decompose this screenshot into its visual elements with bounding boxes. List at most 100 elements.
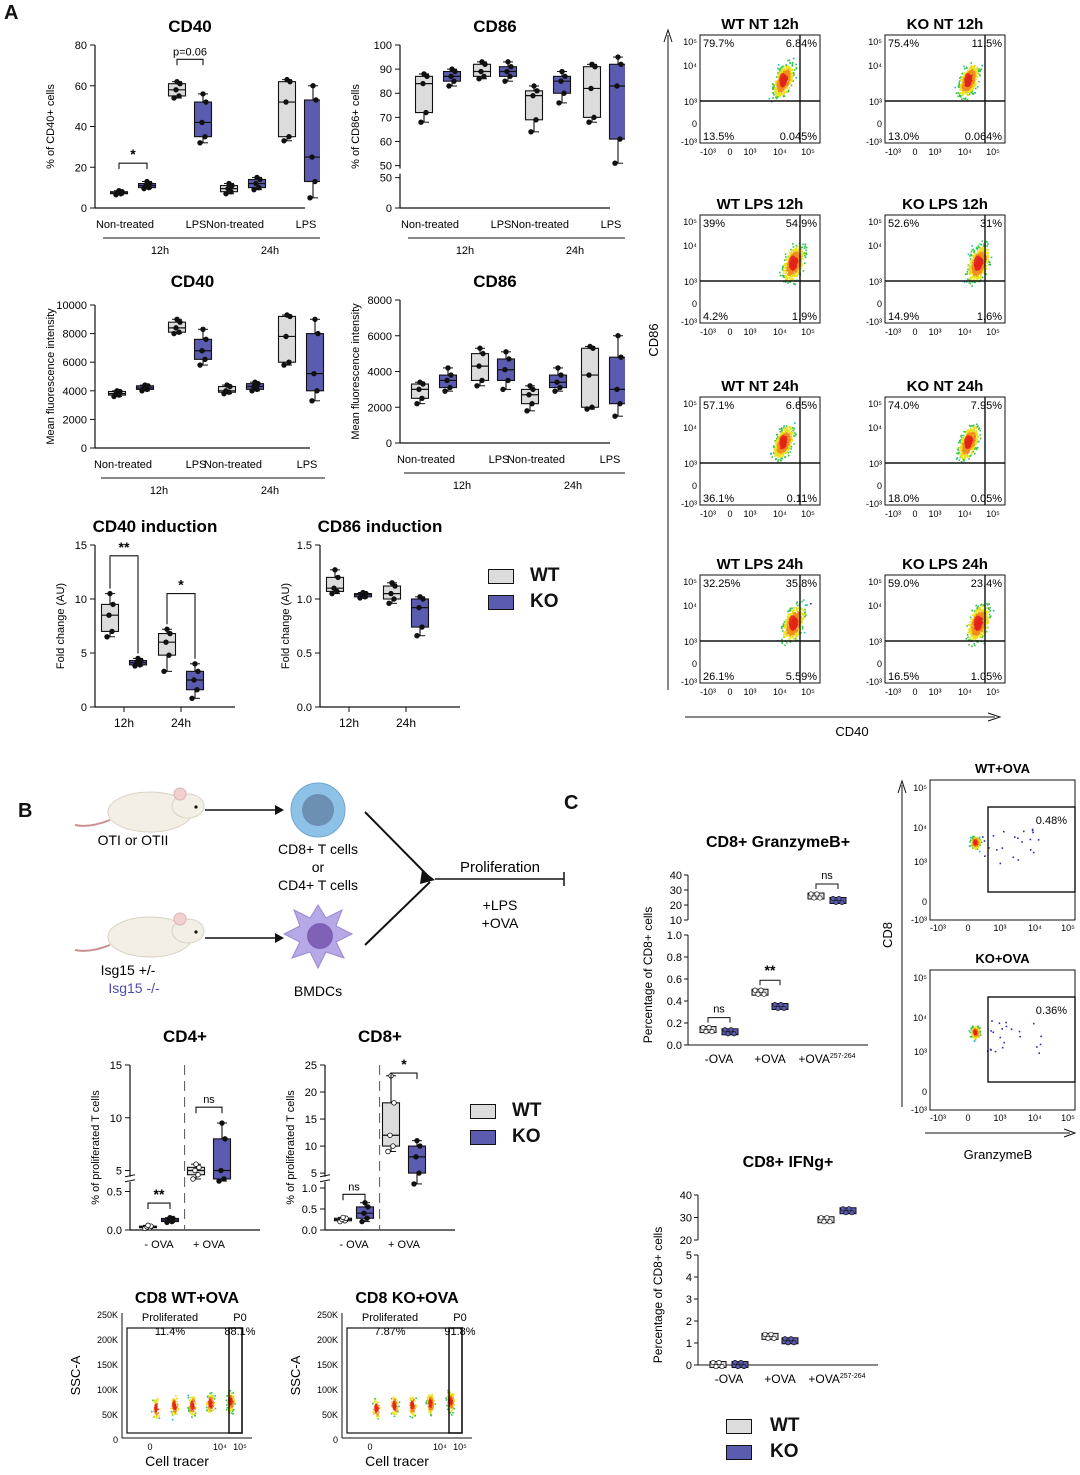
wt-box: [277, 315, 297, 363]
y-axis-arrowhead: [897, 779, 907, 794]
data-point: [445, 365, 451, 371]
x-group-label: Non-treated: [94, 459, 152, 471]
gate-label: P0: [453, 1312, 466, 1324]
data-point: [190, 1176, 196, 1182]
x-tick-label: 10³: [928, 687, 941, 697]
y-tick-label: 10⁵: [683, 399, 697, 409]
flow-plot-title: WT+OVA: [975, 761, 1031, 776]
data-point: [700, 1025, 706, 1031]
event: [1031, 829, 1034, 832]
y-tick-label: 2: [686, 1316, 692, 1328]
y-tick-label: 1: [686, 1338, 692, 1350]
data-point: [735, 1364, 741, 1370]
granzymeb-gate: [987, 806, 1076, 893]
data-point: [110, 601, 116, 608]
y-tick-label: 10⁵: [683, 577, 697, 587]
data-point: [174, 78, 180, 85]
proliferated-gate: [346, 1327, 463, 1434]
x-group-label: LPS: [186, 459, 207, 471]
y-tick-label: 10: [305, 1141, 317, 1153]
cd8-ko-ova-flow: CD8 KO+OVA SSC-A Cell tracer 250K 200K 150K 10…: [290, 1290, 476, 1469]
data-point: [335, 574, 341, 581]
time-label: 12h: [339, 716, 359, 730]
event: [992, 835, 995, 837]
event: [1003, 1041, 1005, 1044]
x-tick-label: 10⁵: [801, 509, 815, 519]
legend-label-ko: KO: [512, 1126, 541, 1147]
significance-label: *: [130, 146, 136, 162]
event: [1019, 1035, 1021, 1038]
y-tick-label: 1.0: [667, 930, 682, 942]
quadrant-ll-value: 13.5%: [703, 131, 734, 143]
y-tick-label: 1.0: [297, 594, 312, 606]
event: [1021, 841, 1023, 843]
data-point: [286, 133, 292, 140]
quadrant-ur-value: 11.5%: [972, 38, 1003, 50]
data-point: [161, 668, 167, 675]
data-point: [329, 590, 335, 597]
y-tick-label: 6000: [63, 357, 87, 369]
data-point: [340, 1214, 346, 1221]
data-point: [385, 1148, 391, 1155]
event: [999, 862, 1002, 865]
data-point: [390, 1143, 396, 1149]
x-tick-label: 10⁴: [1028, 1113, 1042, 1123]
data-point: [615, 54, 621, 60]
y-tick-label: 10³: [684, 97, 697, 107]
arrow-head: [275, 805, 284, 815]
data-point: [713, 1364, 719, 1370]
x-group-label: -OVA: [705, 1052, 733, 1066]
data-point: [557, 384, 563, 391]
legend-item-ko: KO: [726, 1441, 800, 1463]
data-point: [500, 386, 506, 393]
data-point: [722, 1027, 728, 1033]
data-point: [309, 154, 315, 160]
legend-swatch-wt: [726, 1418, 752, 1434]
data-point: [811, 895, 817, 901]
data-point: [414, 400, 420, 407]
experiment-schematic: OTI or OTII CD8+ T cells or CD4+ T cells…: [74, 782, 565, 999]
y-tick-label: 0: [81, 443, 87, 455]
event: [1001, 1028, 1003, 1030]
quadrant-ul-value: 52.6%: [888, 218, 919, 230]
data-point: [772, 1001, 778, 1008]
significance-label: **: [765, 962, 776, 978]
data-point: [830, 895, 836, 902]
y-tick-label: 0.0: [667, 1040, 682, 1052]
data-point: [203, 336, 209, 343]
event: [1002, 830, 1005, 833]
y-axis-label: CD86: [646, 323, 661, 356]
arrow-head: [420, 870, 435, 884]
data-point: [362, 1199, 368, 1206]
y-tick-label: 4000: [63, 386, 87, 398]
data-point: [145, 1222, 151, 1229]
quadrant-ul-value: 75.4%: [888, 38, 919, 50]
data-point: [558, 78, 564, 84]
data-point: [171, 330, 177, 337]
y-axis-arrowhead: [663, 28, 673, 43]
y-tick-label: 0: [386, 438, 392, 450]
quadrant-ur-value: 6.84%: [786, 38, 817, 50]
significance-label: p=0.06: [173, 46, 207, 58]
y-tick-label: 0: [877, 119, 882, 129]
data-point: [785, 1340, 791, 1346]
data-point: [195, 1172, 201, 1178]
y-tick-label: -10³: [866, 137, 882, 147]
y-tick-label: 250K: [317, 1310, 338, 1320]
y-tick-label: 10⁵: [868, 577, 882, 587]
data-point: [725, 1031, 731, 1037]
data-point: [587, 343, 593, 350]
data-point: [417, 379, 423, 385]
data-point: [562, 73, 568, 80]
data-point: [311, 370, 317, 377]
data-point: [411, 1181, 417, 1187]
y-tick-label: -10³: [681, 317, 697, 327]
data-point: [732, 1360, 738, 1366]
y-tick-label: 60: [380, 136, 392, 148]
significance-bracket: [390, 1072, 418, 1080]
axis-break: [321, 1176, 329, 1182]
x-tick-label: 10⁴: [773, 327, 787, 337]
y-tick-label: -10³: [681, 137, 697, 147]
data-point: [507, 73, 513, 80]
